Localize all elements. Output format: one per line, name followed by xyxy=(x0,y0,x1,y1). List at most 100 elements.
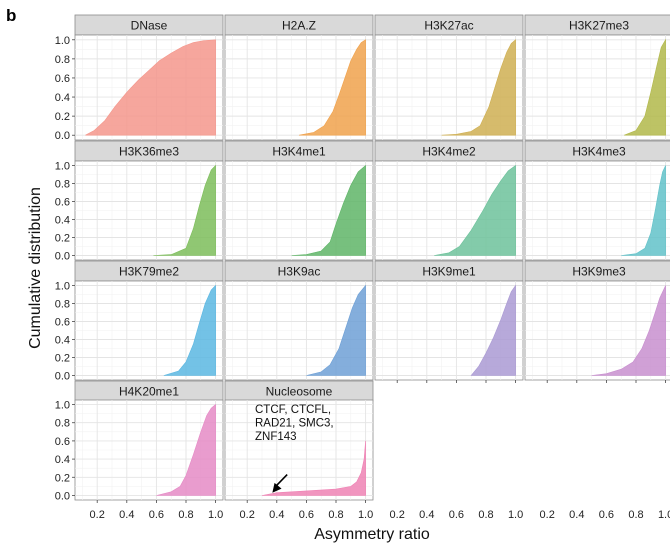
facet-strip-label: H3K4me3 xyxy=(572,145,626,159)
y-tick-label: 1.0 xyxy=(55,35,70,47)
annotation-arrow-head xyxy=(272,482,282,493)
facet-strip-label: H3K9ac xyxy=(278,265,321,279)
y-tick-label: 0.2 xyxy=(55,353,70,365)
facet-nucleosome: Nucleosome xyxy=(224,380,374,501)
x-tick-label: 0.6 xyxy=(599,509,614,521)
x-tick-label: 0.2 xyxy=(90,509,105,521)
cdf-area-h3k9ac xyxy=(306,284,366,376)
y-tick-label: 0.2 xyxy=(55,233,70,245)
x-tick-label: 1.0 xyxy=(508,509,523,521)
cdf-area-h3k79me2 xyxy=(163,284,216,376)
annotation-text-line: CTCF, CTCFL, xyxy=(255,404,331,416)
y-tick-label: 0.2 xyxy=(55,472,70,484)
facet-strip-label: H2A.Z xyxy=(282,19,316,33)
cdf-area-dnase xyxy=(85,39,216,136)
facet-strip-label: H3K27ac xyxy=(424,19,473,33)
facet-strip-label: H3K9me1 xyxy=(422,265,476,279)
y-tick-label: 0.8 xyxy=(55,299,70,311)
y-tick-label: 1.0 xyxy=(55,281,70,293)
x-tick-label: 0.6 xyxy=(149,509,164,521)
facet-h4k20me1: H4K20me1 0.0 0.2 0.4 0.6 0.8 1.0 xyxy=(55,380,224,502)
y-tick-label: 0.4 xyxy=(55,335,70,347)
x-tick-label: 1.0 xyxy=(358,509,373,521)
cdf-area-h3k4me2 xyxy=(434,164,516,256)
facet-h3k9ac: H3K9ac xyxy=(224,260,374,381)
facet-h3k79me2: H3K79me2 0.0 0.2 0.4 0.6 0.8 1.0 xyxy=(55,260,224,383)
facet-h3k4me1: H3K4me1 xyxy=(224,140,374,261)
x-tick-label: 0.4 xyxy=(119,509,134,521)
x-tick-label: 0.8 xyxy=(628,509,643,521)
y-tick-label: 0.8 xyxy=(55,54,70,66)
y-tick-label: 0.0 xyxy=(55,490,70,502)
y-tick-label: 0.6 xyxy=(55,73,70,85)
facet-h3k27ac: H3K27ac xyxy=(374,14,524,141)
annotation: CTCF, CTCFL, RAD21, SMC3,ZNF143 xyxy=(255,404,334,493)
cdf-area-h3k4me3 xyxy=(621,165,666,256)
facet-h3k4me2: H3K4me2 xyxy=(374,140,524,261)
cdf-area-h3k9me1 xyxy=(470,284,516,376)
facet-grid: DNase 0.0 0.2 0.4 0.6 0.8 1.0 H2A.Z H3K27ac H3K27… xyxy=(55,14,670,502)
y-tick-label: 0.0 xyxy=(55,371,70,383)
y-axis-tick-labels: 0.0 0.2 0.4 0.6 0.8 1.0 xyxy=(55,35,75,142)
y-tick-label: 0.6 xyxy=(55,436,70,448)
x-tick-label: 0.6 xyxy=(449,509,464,521)
annotation-text-line: RAD21, SMC3, xyxy=(255,418,334,430)
facet-strip-label: H3K9me3 xyxy=(572,265,626,279)
annotation-arrow-shaft xyxy=(275,473,288,487)
y-tick-label: 0.6 xyxy=(55,197,70,209)
x-tick-label: 0.2 xyxy=(390,509,405,521)
facet-strip-label: DNase xyxy=(131,19,168,33)
y-axis-tick-labels: 0.0 0.2 0.4 0.6 0.8 1.0 xyxy=(55,400,75,502)
y-tick-label: 0.0 xyxy=(55,251,70,263)
cdf-area-h3k27me3 xyxy=(624,38,666,136)
cdf-area-h3k9me3 xyxy=(591,285,666,376)
x-axis-title: Asymmetry ratio xyxy=(314,526,430,543)
facet-dnase: DNase 0.0 0.2 0.4 0.6 0.8 1.0 xyxy=(55,14,224,142)
x-tick-label: 1.0 xyxy=(658,509,670,521)
facet-strip-label: H4K20me1 xyxy=(119,385,179,399)
x-tick-label: 0.4 xyxy=(269,509,284,521)
x-axis-tick-labels: 0.2 0.4 0.6 0.8 1.0 0.2 0.4 0.6 0.8 1.0 0.2 0.4 0.6 0… xyxy=(90,380,670,521)
facet-h3k4me3: H3K4me3 xyxy=(524,140,670,261)
x-tick-label: 0.6 xyxy=(299,509,314,521)
facet-h3k9me1: H3K9me1 xyxy=(374,260,524,381)
y-axis-title: Cumulative distribution xyxy=(27,187,44,349)
cdf-area-h4k20me1 xyxy=(156,403,216,496)
facet-strip-label: H3K79me2 xyxy=(119,265,179,279)
x-tick-label: 0.4 xyxy=(419,509,434,521)
cdf-area-h3k4me1 xyxy=(291,164,366,256)
panel-letter: b xyxy=(6,6,16,25)
facet-strip-label: H3K4me2 xyxy=(422,145,476,159)
facet-strip-label: H3K4me1 xyxy=(272,145,326,159)
annotation-text-line: ZNF143 xyxy=(255,431,297,443)
facet-strip-label: H3K36me3 xyxy=(119,145,179,159)
facet-h3k36me3: H3K36me3 0.0 0.2 0.4 0.6 0.8 1.0 xyxy=(55,140,224,263)
x-tick-label: 0.2 xyxy=(240,509,255,521)
y-axis-tick-labels: 0.0 0.2 0.4 0.6 0.8 1.0 xyxy=(55,281,75,383)
cdf-area-nucleosome xyxy=(261,440,366,496)
y-tick-label: 0.4 xyxy=(55,92,70,104)
y-tick-label: 0.8 xyxy=(55,418,70,430)
x-tick-label: 0.8 xyxy=(328,509,343,521)
grid-lines xyxy=(225,35,373,140)
x-tick-label: 0.8 xyxy=(478,509,493,521)
facet-h2a-z: H2A.Z xyxy=(224,14,374,141)
y-axis-tick-labels: 0.0 0.2 0.4 0.6 0.8 1.0 xyxy=(55,161,75,263)
y-tick-label: 1.0 xyxy=(55,161,70,173)
cdf-area-h3k27ac xyxy=(441,39,516,136)
y-tick-label: 1.0 xyxy=(55,400,70,412)
x-tick-label: 0.8 xyxy=(178,509,193,521)
x-tick-label: 1.0 xyxy=(208,509,223,521)
x-tick-label: 0.4 xyxy=(569,509,584,521)
facet-h3k27me3: H3K27me3 xyxy=(524,14,670,141)
y-tick-label: 0.2 xyxy=(55,111,70,123)
y-tick-label: 0.8 xyxy=(55,179,70,191)
y-tick-label: 0.4 xyxy=(55,454,70,466)
facet-strip-label: Nucleosome xyxy=(266,385,333,399)
cdf-area-h3k36me3 xyxy=(153,164,216,256)
y-tick-label: 0.0 xyxy=(55,130,70,142)
facet-strip-label: H3K27me3 xyxy=(569,19,629,33)
x-tick-label: 0.2 xyxy=(540,509,555,521)
grid-lines xyxy=(225,281,373,380)
facet-h3k9me3: H3K9me3 xyxy=(524,260,670,381)
